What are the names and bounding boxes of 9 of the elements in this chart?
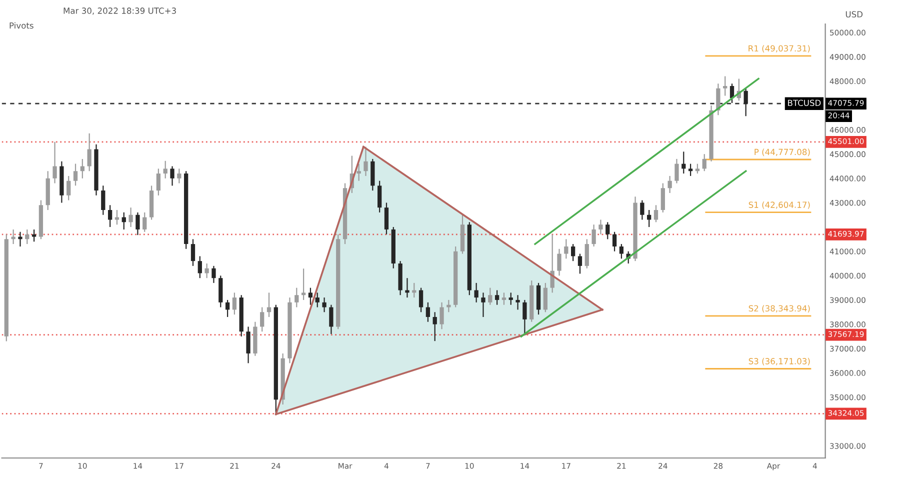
ref-line-label: P (44,777.08) <box>754 148 810 156</box>
text: Mar 30, 2022 18:39 UTC+3 <box>64 8 176 15</box>
ref-line-label: R1 (49,037.31) <box>748 45 810 53</box>
ref-line-label: S2 (38,343.94) <box>748 305 810 312</box>
ref-line-label: S1 (42,604.17) <box>748 201 810 209</box>
annotation: BTCUSD <box>788 100 821 106</box>
annotation: Pivots <box>10 22 34 29</box>
ref-line-label: S3 (36,171.03) <box>748 358 810 366</box>
y-axis-title: USD <box>846 11 863 18</box>
